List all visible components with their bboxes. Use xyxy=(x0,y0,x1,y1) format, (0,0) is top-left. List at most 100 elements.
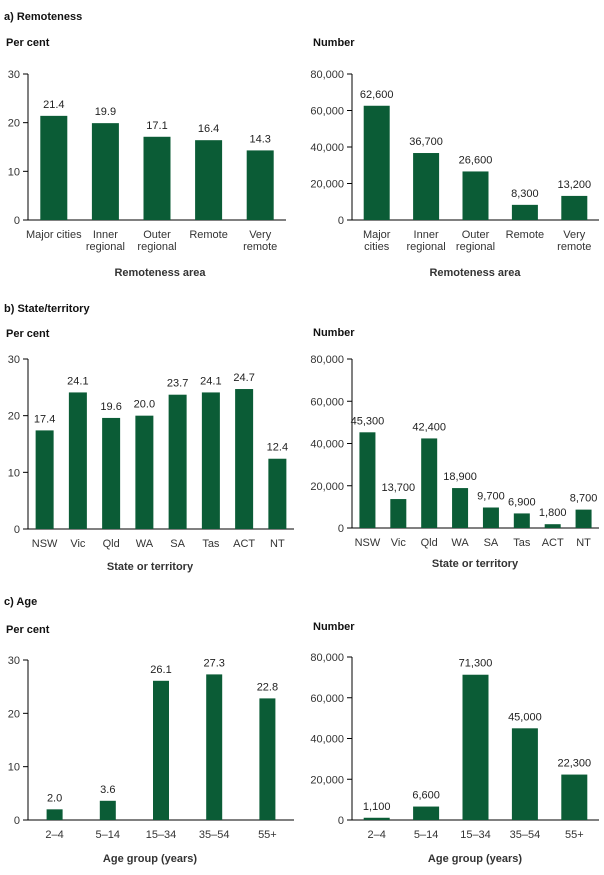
chart-1-xtick-label: cities xyxy=(364,241,390,253)
chart-2-data-label: 12.4 xyxy=(267,442,288,454)
section-title-state: b) State/territory xyxy=(4,303,90,315)
chart-1-bar xyxy=(413,153,440,220)
chart-0-xtick-label: Inner xyxy=(93,229,118,241)
chart-1-ytick-label: 60,000 xyxy=(310,106,344,118)
chart-4-data-label: 26.1 xyxy=(150,664,171,676)
chart-3-xtick-label: WA xyxy=(451,537,469,549)
chart-1-ytick-label: 80,000 xyxy=(310,69,344,81)
chart-2-bar xyxy=(168,394,187,529)
chart-0-ytick-label: 30 xyxy=(8,69,20,81)
chart-4-ytick-label: 10 xyxy=(8,762,20,774)
chart-4-unit-label: Per cent xyxy=(6,624,50,636)
chart-3-ytick-label: 80,000 xyxy=(310,354,344,366)
chart-1-bar xyxy=(462,171,489,220)
chart-5-ytick-label: 40,000 xyxy=(310,734,344,746)
chart-2-data-label: 19.6 xyxy=(100,401,121,413)
chart-4-data-label: 3.6 xyxy=(100,784,115,796)
chart-2-xtick-label: WA xyxy=(136,538,154,550)
chart-2-data-label: 24.7 xyxy=(233,372,254,384)
chart-4-xtick-label: 35–54 xyxy=(199,829,230,841)
chart-4-xtick-label: 5–14 xyxy=(96,829,120,841)
chart-5-bar xyxy=(561,774,588,820)
chart-3-ytick-label: 60,000 xyxy=(310,396,344,408)
chart-3-bar xyxy=(482,507,499,528)
chart-1-ytick-label: 20,000 xyxy=(310,179,344,191)
chart-5-xtick-label: 15–34 xyxy=(460,829,491,841)
chart-2-bar xyxy=(135,415,154,529)
chart-0-bar xyxy=(40,115,68,220)
chart-4-ytick-label: 0 xyxy=(14,815,20,827)
chart-1-unit-label: Number xyxy=(313,37,355,49)
chart-3-ytick-label: 20,000 xyxy=(310,481,344,493)
chart-3-data-label: 8,700 xyxy=(570,493,598,505)
chart-3-data-label: 18,900 xyxy=(443,471,477,483)
chart-3-ytick-label: 40,000 xyxy=(310,439,344,451)
chart-2-data-label: 24.1 xyxy=(67,375,88,387)
chart-4-bar xyxy=(46,809,63,820)
chart-2-bar xyxy=(102,417,121,529)
chart-0-data-label: 17.1 xyxy=(146,120,167,132)
chart-1-xtick-label: regional xyxy=(407,241,446,253)
chart-0-bar xyxy=(143,136,171,220)
chart-0-xtick-label: Outer xyxy=(143,229,171,241)
chart-1-xtick-label: Inner xyxy=(414,229,439,241)
chart-4-bar xyxy=(153,680,169,820)
chart-1-bar xyxy=(363,105,390,220)
chart-3-bar xyxy=(575,509,592,528)
chart-5-data-label: 71,300 xyxy=(459,658,493,670)
chart-4-xtick-label: 55+ xyxy=(258,829,277,841)
chart-3-data-label: 6,900 xyxy=(508,496,536,508)
chart-0-xtick-label: regional xyxy=(137,241,176,253)
chart-0-xtick-label: regional xyxy=(86,241,125,253)
chart-5-xtick-label: 55+ xyxy=(565,829,584,841)
chart-1-ytick-label: 0 xyxy=(338,215,344,227)
chart-2-data-label: 20.0 xyxy=(134,399,155,411)
chart-1-data-label: 13,200 xyxy=(557,179,591,191)
chart-3-data-label: 9,700 xyxy=(477,491,505,503)
section-title-remoteness: a) Remoteness xyxy=(4,11,82,23)
chart-2-xtick-label: Qld xyxy=(103,538,120,550)
chart-1-xtick-label: Remote xyxy=(506,229,545,241)
chart-3-xtick-label: Qld xyxy=(421,537,438,549)
chart-3-xtick-label: Vic xyxy=(391,537,407,549)
chart-2-data-label: 23.7 xyxy=(167,378,188,390)
chart-2-ytick-label: 0 xyxy=(14,524,20,536)
chart-3-unit-label: Number xyxy=(313,327,355,339)
chart-2-xtick-label: Tas xyxy=(202,538,220,550)
chart-1-xtick-label: Outer xyxy=(462,229,490,241)
chart-3-bar xyxy=(452,488,469,528)
section-title-age: c) Age xyxy=(4,596,37,608)
chart-1-x-axis-title: Remoteness area xyxy=(429,267,521,279)
chart-2-bar xyxy=(201,392,220,529)
chart-5-xtick-label: 5–14 xyxy=(414,829,438,841)
chart-4-xtick-label: 2–4 xyxy=(45,829,63,841)
chart-3-xtick-label: SA xyxy=(484,537,499,549)
chart-1-data-label: 26,600 xyxy=(459,154,493,166)
chart-2-unit-label: Per cent xyxy=(6,328,50,340)
chart-1-bar xyxy=(511,204,538,220)
chart-5-xtick-label: 2–4 xyxy=(368,829,386,841)
chart-0-xtick-label: remote xyxy=(243,241,277,253)
chart-5-x-axis-title: Age group (years) xyxy=(428,853,522,865)
chart-2-data-label: 17.4 xyxy=(34,413,55,425)
chart-0-data-label: 14.3 xyxy=(249,133,270,145)
chart-0-unit-label: Per cent xyxy=(6,37,50,49)
chart-3-xtick-label: NT xyxy=(576,537,591,549)
chart-4-xtick-label: 15–34 xyxy=(146,829,177,841)
chart-0-data-label: 21.4 xyxy=(43,99,64,111)
chart-3-x-axis-title: State or territory xyxy=(432,558,519,570)
charts-group: Per cent 0 10 20 30 21.4 Major cities 19.9 Inner… xyxy=(6,37,599,865)
chart-1-data-label: 8,300 xyxy=(511,188,539,200)
chart-0-data-label: 16.4 xyxy=(198,123,219,135)
chart-3-ytick-label: 0 xyxy=(338,523,344,535)
chart-0-bar xyxy=(195,140,223,220)
chart-3-data-label: 42,400 xyxy=(412,421,446,433)
chart-1-xtick-label: regional xyxy=(456,241,495,253)
chart-3-data-label: 1,800 xyxy=(539,507,567,519)
chart-5-ytick-label: 0 xyxy=(338,815,344,827)
chart-1-xtick-label: Very xyxy=(563,229,586,241)
chart-5-bar xyxy=(511,728,538,820)
chart-2-xtick-label: NT xyxy=(270,538,285,550)
chart-2-xtick-label: SA xyxy=(170,538,185,550)
